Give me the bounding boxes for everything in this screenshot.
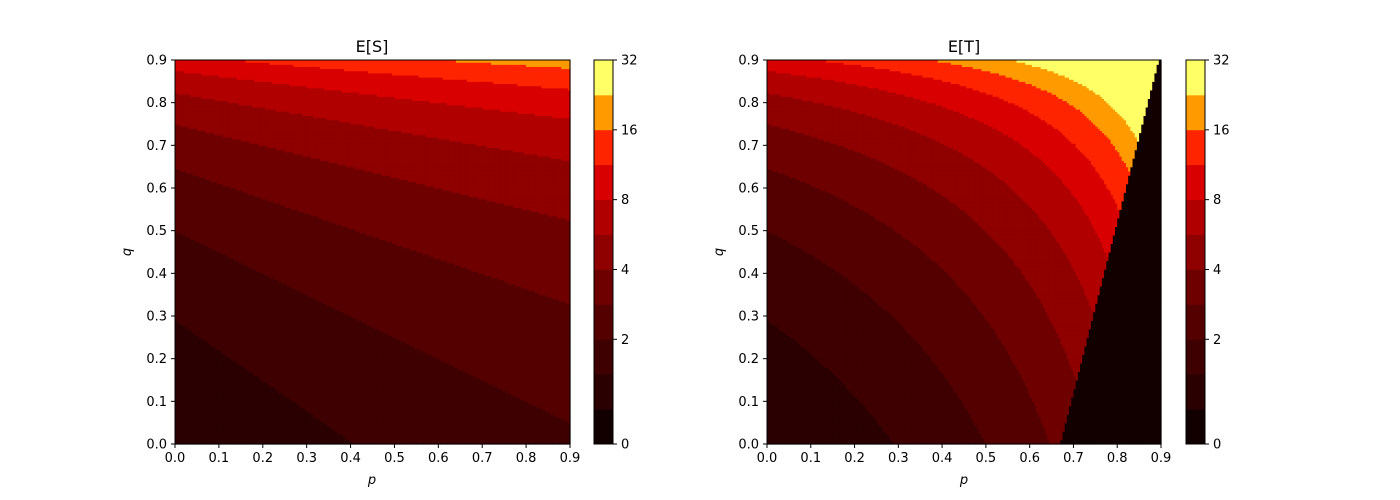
chart-e-s: E[S] 0.0 0.1 0.2 0.3 0.4 0.5 0.6 0.7 0.8 0.9 0.00… [120,37,638,488]
chart-title: E[S] [356,37,389,56]
contour-plot-area [175,60,571,445]
